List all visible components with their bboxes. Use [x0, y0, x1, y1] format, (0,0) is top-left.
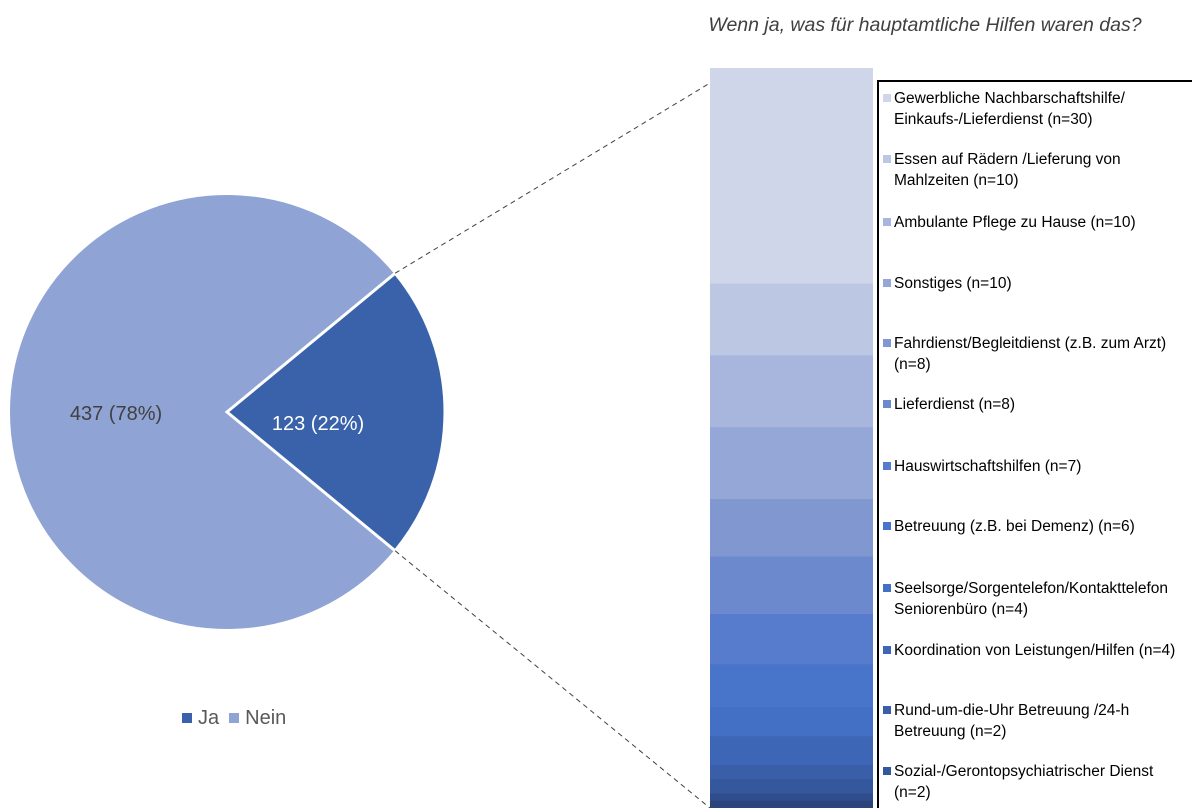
bar-segment-0: [710, 68, 873, 285]
legend-swatch: [883, 646, 891, 654]
bar-segment-7: [710, 664, 873, 708]
pie-slice-ja: [224, 271, 447, 553]
bar-segment-10: [710, 764, 873, 780]
bar-legend-label: Betreuung (z.B. bei Demenz) (n=6): [894, 518, 1135, 535]
legend-swatch: [883, 94, 891, 102]
pie-legend-item-nein: Nein: [229, 707, 286, 730]
bar-segment-4: [710, 499, 873, 558]
pie-label-nein: 437 (78%): [70, 403, 162, 425]
legend-swatch: [883, 155, 891, 163]
legend-swatch: [182, 713, 192, 723]
legend-swatch: [883, 706, 891, 714]
bar-legend-item: Gewerbliche Nachbarschaftshilfe/ Einkauf…: [883, 88, 1192, 130]
bar-segment-9: [710, 736, 873, 766]
bar-legend-item: Lieferdienst (n=8): [883, 394, 1192, 415]
bar-legend-item: Rund-um-die-Uhr Betreuung /24-h Betreuun…: [883, 700, 1192, 742]
bar-legend-item: Seelsorge/Sorgentelefon/Kontakttelefon S…: [883, 578, 1192, 620]
connector-line-top: [394, 82, 711, 274]
pie-legend: Ja Nein: [182, 707, 286, 730]
bar-legend-label: Fahrdienst/Begleitdienst (z.B. zum Arzt)…: [894, 335, 1167, 373]
legend-swatch: [883, 400, 891, 408]
bar-legend-item: Ambulante Pflege zu Hause (n=10): [883, 212, 1192, 233]
bar-legend-label: Gewerbliche Nachbarschaftshilfe/ Einkauf…: [894, 90, 1125, 128]
legend-swatch: [229, 713, 240, 723]
bar-segment-8: [710, 707, 873, 737]
bar-legend-frame: [877, 80, 1192, 808]
bar-legend-label: Lieferdienst (n=8): [894, 396, 1016, 413]
bar-segment-3: [710, 427, 873, 500]
bar-legend-label: Rund-um-die-Uhr Betreuung /24-h Betreuun…: [894, 702, 1130, 740]
bar-legend-label: Essen auf Rädern /Lieferung von Mahlzeit…: [894, 151, 1121, 189]
legend-swatch: [883, 522, 891, 530]
bar-segment-5: [710, 556, 873, 615]
bar-legend-label: Koordination von Leistungen/Hilfen (n=4): [894, 642, 1176, 659]
legend-swatch: [883, 767, 891, 775]
legend-swatch: [883, 584, 891, 592]
pie-label-ja: 123 (22%): [272, 413, 364, 435]
connector-line-bottom: [394, 550, 711, 808]
legend-swatch: [883, 462, 891, 470]
pie-slice-nein: [8, 193, 397, 631]
bar-legend-label: Hauswirtschaftshilfen (n=7): [894, 458, 1082, 475]
pie-legend-item-ja: Ja: [182, 707, 219, 730]
bar-segment-6: [710, 614, 873, 665]
pie-legend-label: Nein: [245, 707, 287, 729]
bar-legend-item: Sozial-/Gerontopsychiatrischer Dienst (n…: [883, 761, 1192, 803]
bar-legend-item: Fahrdienst/Begleitdienst (z.B. zum Arzt)…: [883, 333, 1192, 375]
bar-legend-item: Betreuung (z.B. bei Demenz) (n=6): [883, 516, 1192, 537]
bar-segment-13: [710, 800, 873, 808]
bar-segment-1: [710, 283, 873, 356]
bar-legend-label: Sonstiges (n=10): [894, 275, 1012, 292]
bar-chart-title: Wenn ja, was für hauptamtliche Hilfen wa…: [708, 14, 1142, 36]
bar-segment-11: [710, 779, 873, 795]
bar-legend-item: Sonstiges (n=10): [883, 273, 1192, 294]
bar-legend-label: Sozial-/Gerontopsychiatrischer Dienst (n…: [894, 763, 1154, 801]
bar-legend-item: Koordination von Leistungen/Hilfen (n=4): [883, 640, 1192, 661]
bar-segment-12: [710, 793, 873, 802]
legend-swatch: [883, 218, 891, 226]
bar-legend-item: Essen auf Rädern /Lieferung von Mahlzeit…: [883, 149, 1192, 191]
pie-legend-label: Ja: [198, 707, 220, 729]
bar-legend-item: Hauswirtschaftshilfen (n=7): [883, 456, 1192, 477]
legend-swatch: [883, 339, 891, 347]
bar-segment-2: [710, 355, 873, 428]
bar-legend-label: Seelsorge/Sorgentelefon/Kontakttelefon S…: [894, 580, 1169, 618]
bar-legend-label: Ambulante Pflege zu Hause (n=10): [894, 214, 1136, 231]
legend-swatch: [883, 279, 891, 287]
